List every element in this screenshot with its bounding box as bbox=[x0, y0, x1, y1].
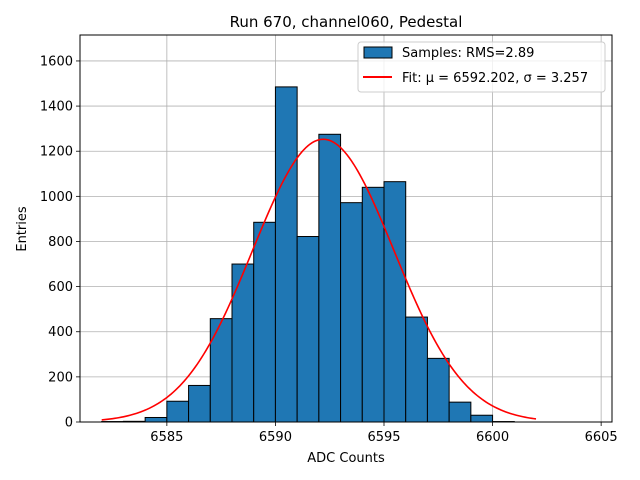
chart-title: Run 670, channel060, Pedestal bbox=[230, 13, 463, 31]
legend-histogram-label: Samples: RMS=2.89 bbox=[402, 46, 534, 61]
histogram-bar bbox=[340, 202, 363, 423]
legend-fit-label: Fit: μ = 6592.202, σ = 3.257 bbox=[402, 71, 588, 86]
histogram-bar bbox=[209, 318, 233, 423]
y-axis-label: Entries bbox=[15, 206, 30, 252]
y-tick-label: 1200 bbox=[40, 145, 73, 160]
x-axis-label: ADC Counts bbox=[307, 451, 385, 466]
histogram-bar bbox=[188, 384, 211, 423]
y-tick-label: 400 bbox=[48, 325, 73, 340]
plot-frame bbox=[79, 34, 613, 423]
x-tick-label: 6605 bbox=[585, 430, 618, 445]
x-tick-label: 6595 bbox=[367, 430, 400, 445]
histogram-bar bbox=[361, 186, 385, 423]
histogram-bar bbox=[470, 414, 494, 423]
x-tick-label: 6600 bbox=[476, 430, 509, 445]
legend: Samples: RMS=2.89 Fit: μ = 6592.202, σ =… bbox=[357, 41, 606, 93]
histogram-bars bbox=[101, 86, 515, 423]
x-axis-ticks: 6585 6590 6595 6600 6605 bbox=[150, 422, 618, 445]
legend-histogram-swatch bbox=[363, 46, 393, 59]
y-tick-label: 1600 bbox=[40, 54, 73, 69]
histogram-bar bbox=[253, 221, 276, 423]
x-tick-label: 6590 bbox=[259, 430, 292, 445]
histogram-bar bbox=[231, 263, 255, 423]
histogram-bar bbox=[274, 86, 298, 423]
histogram-bar bbox=[144, 416, 168, 423]
histogram-bar bbox=[426, 357, 450, 423]
histogram-bar bbox=[318, 133, 342, 423]
fit-curve bbox=[101, 138, 537, 421]
x-tick-label: 6585 bbox=[150, 430, 183, 445]
y-axis-ticks: 0 200 400 600 800 1000 1200 1400 1600 bbox=[40, 54, 80, 431]
y-tick-label: 1000 bbox=[40, 190, 73, 205]
y-tick-label: 600 bbox=[48, 280, 73, 295]
fit-curve-layer bbox=[101, 138, 537, 421]
histogram-bar bbox=[383, 181, 407, 423]
histogram-bar bbox=[296, 236, 320, 423]
histogram-bar bbox=[405, 316, 428, 423]
histogram-bar bbox=[448, 401, 472, 423]
y-tick-label: 800 bbox=[48, 235, 73, 250]
y-tick-label: 0 bbox=[65, 416, 73, 431]
legend-box bbox=[357, 41, 606, 93]
y-tick-label: 200 bbox=[48, 370, 73, 385]
y-tick-label: 1400 bbox=[40, 100, 73, 115]
histogram-bar bbox=[166, 400, 190, 423]
